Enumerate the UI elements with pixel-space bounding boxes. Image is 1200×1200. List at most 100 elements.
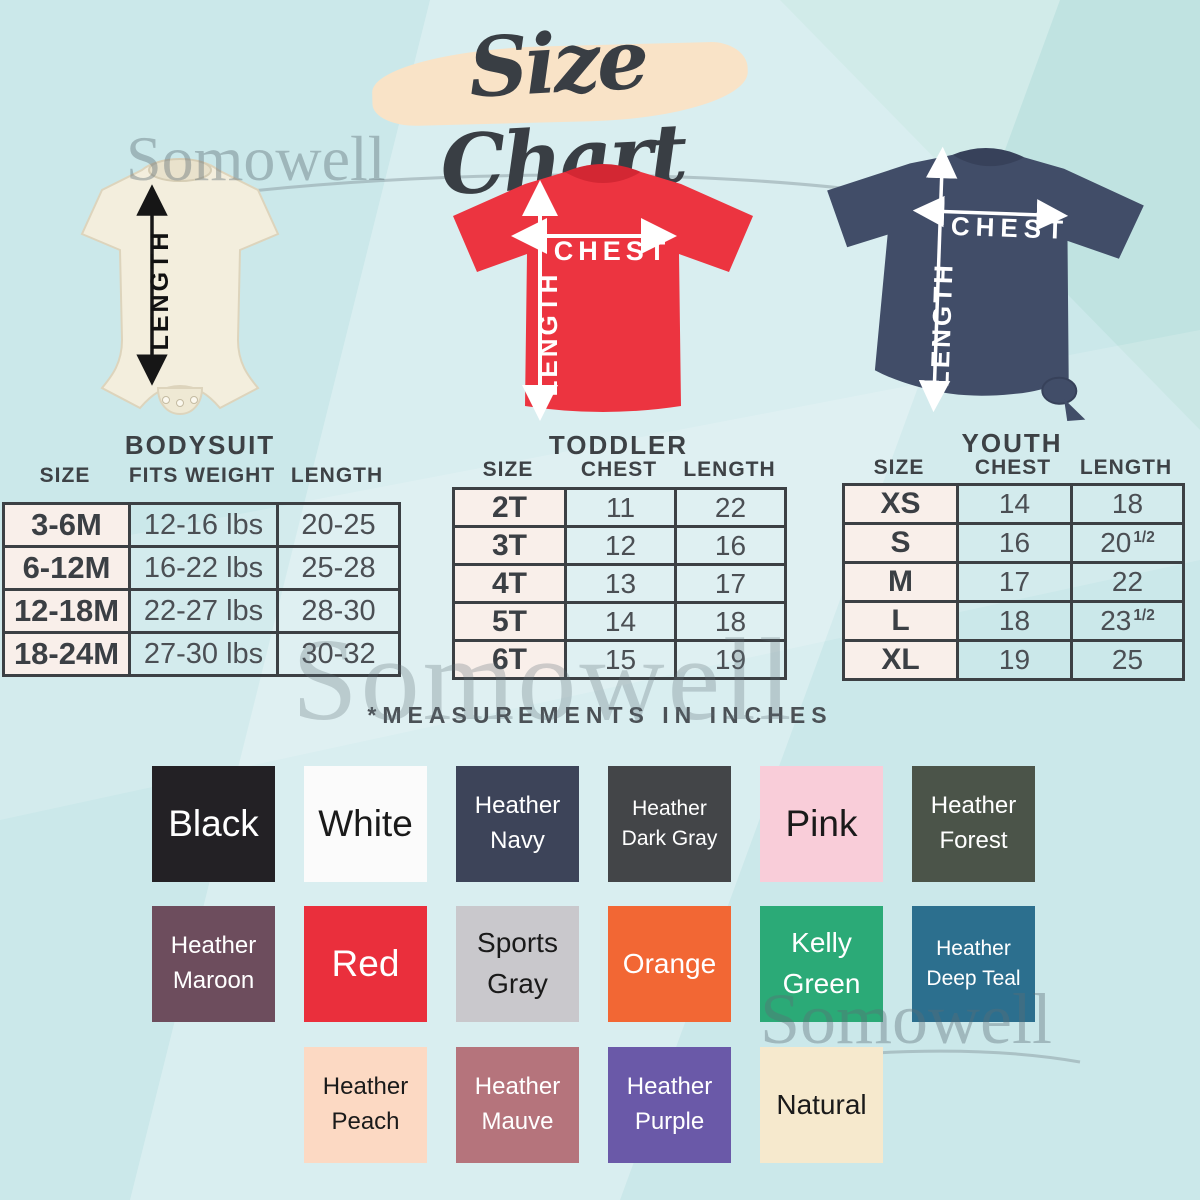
chest-label: CHEST xyxy=(950,211,1069,245)
toddler-table-title: TODDLER xyxy=(548,430,689,460)
table-row: L 18 23 1/2 xyxy=(842,600,1185,642)
color-swatch: Black xyxy=(152,766,275,882)
value-cell: 13 xyxy=(564,563,677,604)
table-row: 18-24M 27-30 lbs 30-32 xyxy=(2,631,401,677)
column-header: SIZE xyxy=(39,464,91,487)
table-row: S 16 20 1/2 xyxy=(842,522,1185,564)
table-row: XS 14 18 xyxy=(842,483,1185,525)
swatch-label: Heather Peach xyxy=(322,1073,409,1135)
swatch-label: Heather Purple xyxy=(626,1073,713,1135)
bodysuit-collar xyxy=(148,158,212,182)
size-cell: 12-18M xyxy=(2,588,131,634)
value-cell: 12-16 lbs xyxy=(128,502,279,548)
column-header: LENGTH xyxy=(290,464,384,487)
size-cell: XL xyxy=(842,639,959,681)
color-swatch: Heather Maroon xyxy=(152,906,275,1022)
youth-shirt-collar xyxy=(952,148,1025,167)
chest-label: CHEST xyxy=(554,236,671,266)
value-cell: 18 xyxy=(674,601,787,642)
toddler-table: 2T 11 22 3T 12 16 4T 13 17 5T 14 18 6T 1… xyxy=(452,487,787,680)
value-cell: 17 xyxy=(674,563,787,604)
fraction-superscript: 1/2 xyxy=(1133,606,1155,624)
value-cell: 12 xyxy=(564,525,677,566)
color-swatch: Pink xyxy=(760,766,883,882)
swatch-label: Natural xyxy=(776,1088,867,1120)
table-row: 2T 11 22 xyxy=(452,487,787,528)
value-cell: 18 xyxy=(1070,483,1185,525)
toddler-shirt-body xyxy=(453,172,753,412)
color-swatch: Sports Gray xyxy=(456,906,579,1022)
value-cell: 23 1/2 xyxy=(1070,600,1185,642)
value-cell: 15 xyxy=(564,639,677,680)
swatch-label: Heather Mauve xyxy=(474,1073,561,1135)
swatch-label: Red xyxy=(331,943,400,985)
swatch-label: Pink xyxy=(785,803,858,845)
size-cell: 3T xyxy=(452,525,567,566)
column-header: CHEST xyxy=(974,456,1052,479)
length-label: LENGTH xyxy=(924,262,958,388)
youth-shirt-body xyxy=(827,154,1144,396)
size-cell: XS xyxy=(842,483,959,525)
swatch-label: Heather Dark Gray xyxy=(621,796,718,850)
bodysuit-table-title: BODYSUIT xyxy=(124,430,276,460)
youth-table-title: YOUTH xyxy=(961,428,1063,458)
value-cell: 19 xyxy=(956,639,1073,681)
chest-arrow xyxy=(912,195,1069,231)
color-swatch: Heather Peach xyxy=(304,1047,427,1163)
measurements-note: *MEASUREMENTS IN INCHES xyxy=(367,702,833,728)
shirt-knot-tail xyxy=(1064,398,1086,422)
snap-button xyxy=(176,399,184,407)
swatch-label: Heather Maroon xyxy=(170,932,257,994)
column-header: FITS WEIGHT xyxy=(128,464,276,487)
swatch-label: Kelly Green xyxy=(782,927,861,999)
size-cell: 3-6M xyxy=(2,502,131,548)
value-cell: 20-25 xyxy=(276,502,401,548)
value-cell: 14 xyxy=(564,601,677,642)
value-cell: 27-30 lbs xyxy=(128,631,279,677)
color-swatch: Heather Deep Teal xyxy=(912,906,1035,1022)
value-cell: 14 xyxy=(956,483,1073,525)
snap-button xyxy=(162,396,170,404)
table-row: 6-12M 16-22 lbs 25-28 xyxy=(2,545,401,591)
size-cell: L xyxy=(842,600,959,642)
swatch-label: Heather Deep Teal xyxy=(926,936,1021,990)
value-cell: 11 xyxy=(564,487,677,528)
bodysuit-table-headers: SIZE FITS WEIGHT LENGTH xyxy=(2,464,398,488)
table-row: 4T 13 17 xyxy=(452,563,787,604)
value-cell: 30-32 xyxy=(276,631,401,677)
value-cell: 16 xyxy=(956,522,1073,564)
color-swatch: Heather Dark Gray xyxy=(608,766,731,882)
size-cell: 5T xyxy=(452,601,567,642)
color-swatch: White xyxy=(304,766,427,882)
color-swatch: Heather Forest xyxy=(912,766,1035,882)
color-swatch: Heather Navy xyxy=(456,766,579,882)
bodysuit-table: 3-6M 12-16 lbs 20-25 6-12M 16-22 lbs 25-… xyxy=(2,502,401,677)
value-cell: 16-22 lbs xyxy=(128,545,279,591)
table-row: 6T 15 19 xyxy=(452,639,787,680)
table-row: M 17 22 xyxy=(842,561,1185,603)
youth-table-headers: SIZE CHEST LENGTH xyxy=(842,456,1182,480)
bodysuit-body xyxy=(80,158,280,410)
color-swatch: Natural xyxy=(760,1047,883,1163)
size-cell: 4T xyxy=(452,563,567,604)
value-cell: 18 xyxy=(956,600,1073,642)
color-swatch: Orange xyxy=(608,906,731,1022)
value-cell: 28-30 xyxy=(276,588,401,634)
toddler-shirt-image: CHEST LENGTH xyxy=(453,164,753,421)
color-swatch: Kelly Green xyxy=(760,906,883,1022)
swatch-label: Black xyxy=(168,803,259,845)
size-cell: 6T xyxy=(452,639,567,680)
size-cell: M xyxy=(842,561,959,603)
length-label: LENGTH xyxy=(533,272,563,397)
value-cell: 25 xyxy=(1070,639,1185,681)
size-cell: 2T xyxy=(452,487,567,528)
swatch-label: Heather Forest xyxy=(930,792,1017,854)
toddler-shirt-collar xyxy=(565,164,641,183)
snap-button xyxy=(190,396,198,404)
size-cell: 6-12M xyxy=(2,545,131,591)
value-cell: 22 xyxy=(674,487,787,528)
value-cell: 25-28 xyxy=(276,545,401,591)
fraction-superscript: 1/2 xyxy=(1133,528,1155,546)
size-cell: 18-24M xyxy=(2,631,131,677)
